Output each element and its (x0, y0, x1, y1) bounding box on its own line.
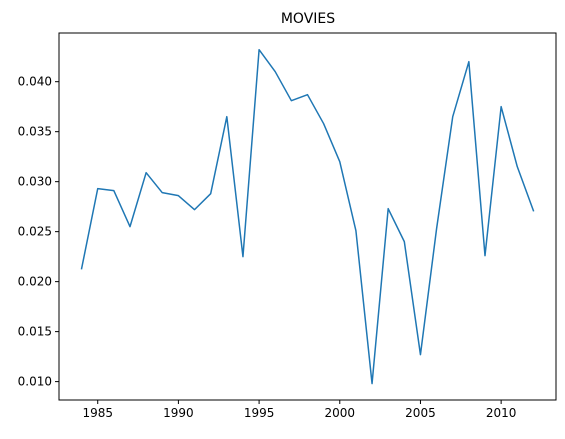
x-tick-label: 2000 (324, 406, 355, 420)
y-tick-label: 0.010 (18, 375, 52, 389)
series-line-0 (80, 48, 535, 385)
x-tick-label: 1990 (163, 406, 194, 420)
y-axis-ticks: 0.010 0.015 0.020 0.025 0.030 0.035 0.040 (18, 75, 59, 389)
y-tick-label: 0.030 (18, 175, 52, 189)
x-tick-label: 1985 (82, 406, 113, 420)
plot-area-frame (58, 32, 557, 401)
y-tick-label: 0.035 (18, 125, 52, 139)
y-tick-label: 0.015 (18, 325, 52, 339)
x-axis-ticks: 1985 1990 1995 2000 2005 2010 (82, 400, 516, 420)
y-tick-label: 0.040 (18, 75, 52, 89)
x-tick-label: 1995 (244, 406, 275, 420)
x-tick-label: 2010 (486, 406, 517, 420)
chart-title: MOVIES (281, 11, 335, 27)
series-layer (80, 48, 535, 385)
x-tick-label: 2005 (405, 406, 436, 420)
y-tick-label: 0.020 (18, 275, 52, 289)
y-tick-label: 0.025 (18, 225, 52, 239)
